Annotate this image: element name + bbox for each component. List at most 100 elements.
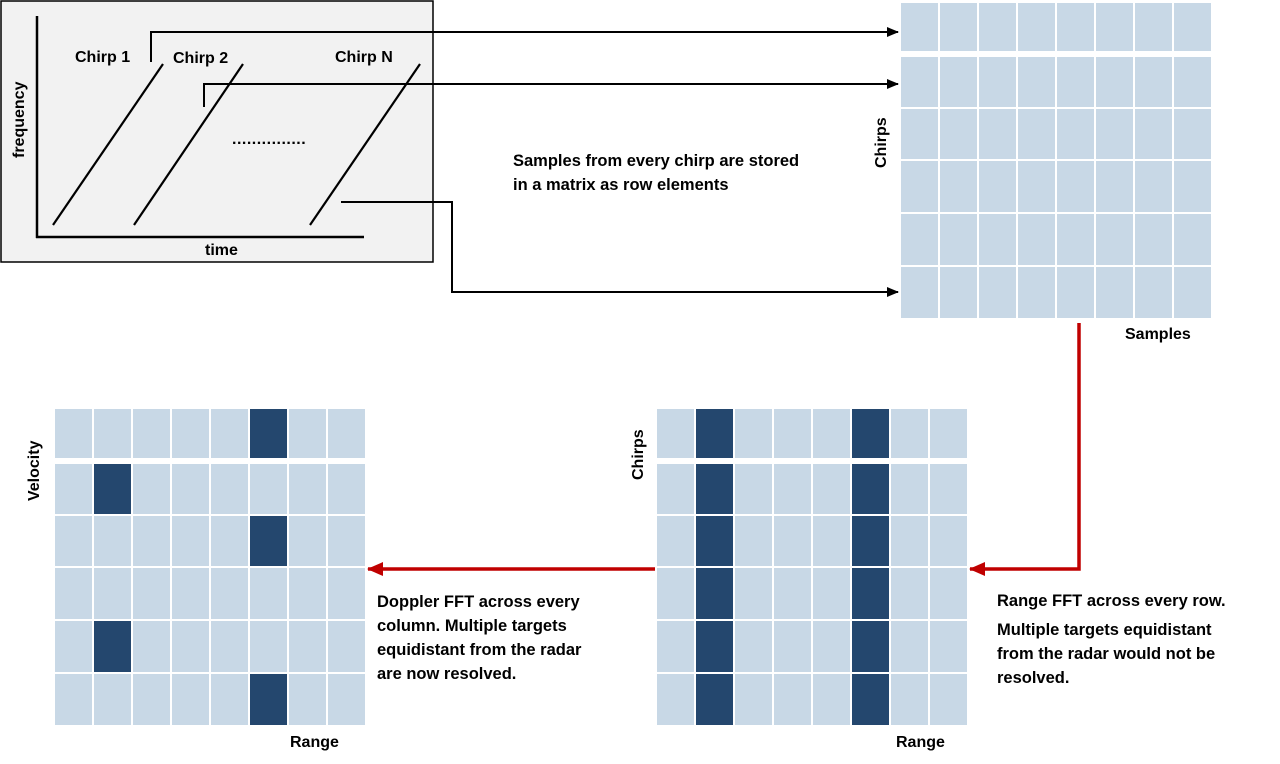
matrix-cell — [733, 407, 774, 460]
raw-matrix-description: Samples from every chirp are stored in a… — [513, 152, 800, 194]
range-fft-arrow — [969, 323, 1081, 576]
matrix-cell — [248, 619, 289, 674]
matrix-cell — [1133, 1, 1174, 53]
matrix-cell — [1094, 159, 1135, 214]
matrix-cell — [326, 462, 367, 516]
matrix-cell — [287, 462, 328, 516]
doppler-fft-description: Doppler FFT across every column. Multipl… — [377, 593, 582, 683]
matrix-cell — [928, 619, 969, 674]
matrix-cell — [655, 672, 696, 727]
matrix-cell-target — [248, 407, 289, 460]
matrix-cell — [772, 462, 813, 516]
matrix-cell — [811, 672, 852, 727]
matrix-cell — [1016, 107, 1057, 161]
raw-matrix-chirps-label: Chirps — [873, 117, 890, 168]
matrix-cell-target — [694, 407, 735, 460]
matrix-cell-target — [850, 566, 891, 621]
matrix-cell-target — [694, 619, 735, 674]
matrix-cell-target — [850, 514, 891, 568]
matrix-cell — [1172, 1, 1213, 53]
matrix-cell — [811, 514, 852, 568]
matrix-cell — [889, 407, 930, 460]
matrix-cell — [1133, 55, 1174, 109]
matrix-cell — [209, 619, 250, 674]
matrix-cell — [1094, 265, 1135, 320]
matrix-cell — [1094, 55, 1135, 109]
matrix-cell-target — [694, 672, 735, 727]
matrix-cell — [733, 462, 774, 516]
matrix-cell — [170, 514, 211, 568]
matrix-cell — [287, 672, 328, 727]
matrix-cell-target — [694, 566, 735, 621]
matrix-cell — [131, 672, 172, 727]
matrix-cell — [889, 672, 930, 727]
matrix-cell — [170, 619, 211, 674]
chirp-ellipsis: ............... — [232, 131, 307, 148]
matrix-cell — [92, 407, 133, 460]
matrix-cell — [1016, 159, 1057, 214]
matrix-cell — [1016, 55, 1057, 109]
range-fft-description-title: Range FFT across every row. — [997, 592, 1226, 610]
matrix-cell — [977, 212, 1018, 267]
matrix-cell — [209, 566, 250, 621]
matrix-cell — [977, 55, 1018, 109]
matrix-cell — [655, 514, 696, 568]
matrix-cell — [928, 566, 969, 621]
matrix-cell — [170, 566, 211, 621]
matrix-cell — [326, 566, 367, 621]
matrix-cell — [938, 55, 979, 109]
matrix-cell — [287, 407, 328, 460]
matrix-cell-target — [850, 672, 891, 727]
matrix-cell — [53, 407, 94, 460]
matrix-cell — [938, 212, 979, 267]
matrix-cell — [655, 407, 696, 460]
matrix-cell — [899, 212, 940, 267]
raw-sample-matrix — [899, 1, 1213, 320]
matrix-cell — [772, 672, 813, 727]
matrix-cell — [248, 566, 289, 621]
chirp-ramp-n — [309, 63, 421, 226]
chirp-1-label: Chirp 1 — [75, 49, 131, 66]
matrix-cell — [899, 107, 940, 161]
matrix-cell — [170, 462, 211, 516]
matrix-cell — [899, 1, 940, 53]
matrix-cell — [1172, 55, 1213, 109]
matrix-cell — [287, 514, 328, 568]
matrix-cell — [772, 514, 813, 568]
matrix-cell — [928, 514, 969, 568]
matrix-cell — [287, 566, 328, 621]
matrix-cell — [928, 407, 969, 460]
matrix-cell — [928, 672, 969, 727]
range-matrix-chirps-label: Chirps — [630, 429, 647, 480]
matrix-cell — [1016, 1, 1057, 53]
matrix-cell — [655, 462, 696, 516]
matrix-cell — [889, 619, 930, 674]
matrix-cell — [209, 672, 250, 727]
matrix-cell — [53, 672, 94, 727]
matrix-cell — [899, 265, 940, 320]
matrix-cell — [889, 566, 930, 621]
matrix-cell — [772, 407, 813, 460]
matrix-cell — [209, 407, 250, 460]
matrix-cell — [1133, 212, 1174, 267]
matrix-cell — [92, 672, 133, 727]
matrix-cell — [811, 462, 852, 516]
matrix-cell — [1133, 159, 1174, 214]
matrix-cell — [209, 462, 250, 516]
matrix-cell — [131, 566, 172, 621]
matrix-cell — [772, 619, 813, 674]
matrix-cell — [938, 107, 979, 161]
matrix-cell-target — [694, 514, 735, 568]
matrix-cell — [287, 619, 328, 674]
matrix-cell — [1172, 212, 1213, 267]
matrix-cell — [977, 159, 1018, 214]
matrix-cell-target — [248, 514, 289, 568]
range-fft-description-body: Multiple targets equidistant from the ra… — [997, 621, 1216, 687]
matrix-cell — [1016, 212, 1057, 267]
matrix-cell — [733, 619, 774, 674]
matrix-cell — [53, 566, 94, 621]
matrix-cell-target — [850, 407, 891, 460]
matrix-cell — [889, 514, 930, 568]
chirp-panel-frame — [0, 0, 434, 263]
